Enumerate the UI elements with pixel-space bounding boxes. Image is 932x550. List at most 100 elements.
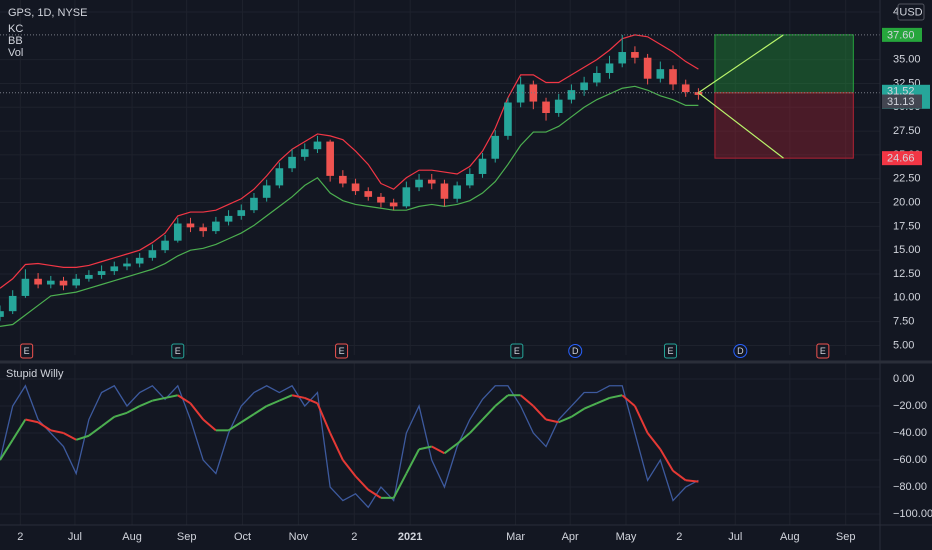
target-badge <box>882 27 922 42</box>
y-tick-label: −80.00 <box>893 481 927 493</box>
indicator-label[interactable]: Vol <box>8 47 23 59</box>
signal-segment <box>431 445 445 455</box>
profit-zone <box>714 34 854 94</box>
event-marker <box>20 343 34 359</box>
signal-segment <box>443 443 458 455</box>
event-marker <box>733 344 748 358</box>
candle-body <box>631 52 639 58</box>
y-tick-label: 5.00 <box>893 339 914 351</box>
overlay: 5.007.5010.0012.5015.0017.5020.0022.5025… <box>17 6 932 543</box>
signal-segment <box>164 394 178 399</box>
event-label: E <box>514 346 520 356</box>
candle-body <box>224 215 233 222</box>
stop-badge <box>882 151 922 166</box>
y-tick-label: 10.00 <box>893 292 921 304</box>
candle-body <box>427 179 436 184</box>
candle-body <box>161 240 169 251</box>
candle-body <box>59 280 68 286</box>
signal-segment <box>672 470 687 482</box>
signal-segment <box>266 399 280 407</box>
candle-body <box>542 101 550 113</box>
oscillator-title[interactable]: Stupid Willy <box>6 368 64 380</box>
candle-body <box>8 295 17 312</box>
stop-label: 24.66 <box>887 153 915 165</box>
signal-segment <box>646 432 662 450</box>
x-tick-label: Mar <box>506 531 525 543</box>
reference-badge <box>882 94 922 109</box>
candle-body <box>0 311 4 317</box>
signal-segment <box>354 475 369 491</box>
stop-arrow <box>698 92 784 159</box>
signal-segment <box>596 397 610 405</box>
y-tick-label: 4 <box>893 6 899 18</box>
signal-segment <box>621 394 636 407</box>
candle-body <box>491 135 500 159</box>
candle-body <box>377 196 385 203</box>
currency[interactable]: USD <box>899 6 922 18</box>
band-line <box>0 85 699 328</box>
x-tick-label: 2021 <box>398 531 422 543</box>
event-label: E <box>175 346 181 356</box>
x-tick-label: May <box>616 531 637 543</box>
candle-body <box>516 84 525 103</box>
signal-segment <box>316 402 332 434</box>
y-tick-label: −40.00 <box>893 427 927 439</box>
signal-segment <box>139 399 153 407</box>
candle-body <box>148 250 157 258</box>
oscillator-line <box>0 384 699 509</box>
candle-body <box>262 185 271 198</box>
candle-body <box>681 84 690 93</box>
candle-body <box>21 278 30 296</box>
signal-segment <box>456 432 471 445</box>
signal-segment <box>50 429 64 435</box>
event-marker <box>171 343 185 359</box>
event-label: D <box>737 346 744 356</box>
reference-label: 31.13 <box>887 96 915 108</box>
y-tick-label: 12.50 <box>893 268 921 280</box>
signal-segment <box>25 418 39 424</box>
event-marker <box>816 343 830 359</box>
candle-body <box>415 179 423 188</box>
candle-body <box>618 52 627 64</box>
symbol-title[interactable]: GPS, 1D, NYSE <box>8 7 87 19</box>
signal-segment <box>304 397 318 405</box>
x-tick-label: Aug <box>122 531 142 543</box>
candle-body <box>389 202 398 207</box>
y-tick-label: 15.00 <box>893 244 921 256</box>
signal-segment <box>519 394 534 407</box>
x-tick-label: 2 <box>17 531 23 543</box>
y-tick-label: −60.00 <box>893 454 927 466</box>
candle-body <box>478 158 487 174</box>
signal-segment <box>75 434 90 441</box>
indicator-label[interactable]: KC <box>8 23 23 35</box>
currency-badge[interactable] <box>897 3 925 21</box>
signal-segment <box>659 448 674 472</box>
signal-segment <box>113 411 128 418</box>
signal-segment <box>570 407 585 418</box>
signal-segment <box>240 413 255 424</box>
signal-segment <box>685 479 699 483</box>
signal-segment <box>88 425 103 437</box>
y-tick-label: 17.50 <box>893 220 921 232</box>
signal-segment <box>228 421 242 432</box>
signal-segment <box>189 402 204 421</box>
band-line <box>0 34 699 289</box>
candle-body <box>110 266 119 272</box>
signal-segment <box>583 402 598 410</box>
candle-body <box>186 223 195 228</box>
event-label: E <box>667 346 673 356</box>
y-tick-label: −20.00 <box>893 400 927 412</box>
x-tick-label: Sep <box>836 531 856 543</box>
candle-body <box>199 227 207 232</box>
signal-segment <box>405 448 420 475</box>
y-tick-label: 27.50 <box>893 125 921 137</box>
signal-segment <box>0 439 14 461</box>
event-marker <box>568 344 583 358</box>
y-tick-label: 20.00 <box>893 196 921 208</box>
candle-body <box>504 102 512 136</box>
indicator-label[interactable]: BB <box>8 35 23 47</box>
y-tick-label: 0.00 <box>893 373 914 385</box>
event-marker <box>510 343 524 359</box>
